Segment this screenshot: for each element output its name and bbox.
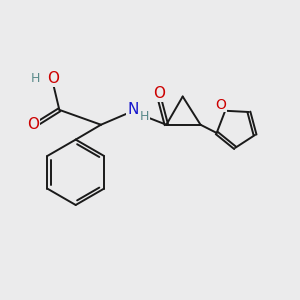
Text: O: O bbox=[47, 71, 59, 86]
Text: H: H bbox=[140, 110, 149, 123]
Text: N: N bbox=[127, 102, 138, 117]
Text: O: O bbox=[153, 86, 165, 101]
Text: O: O bbox=[27, 117, 39, 132]
Text: H: H bbox=[31, 72, 40, 85]
Text: O: O bbox=[216, 98, 226, 112]
